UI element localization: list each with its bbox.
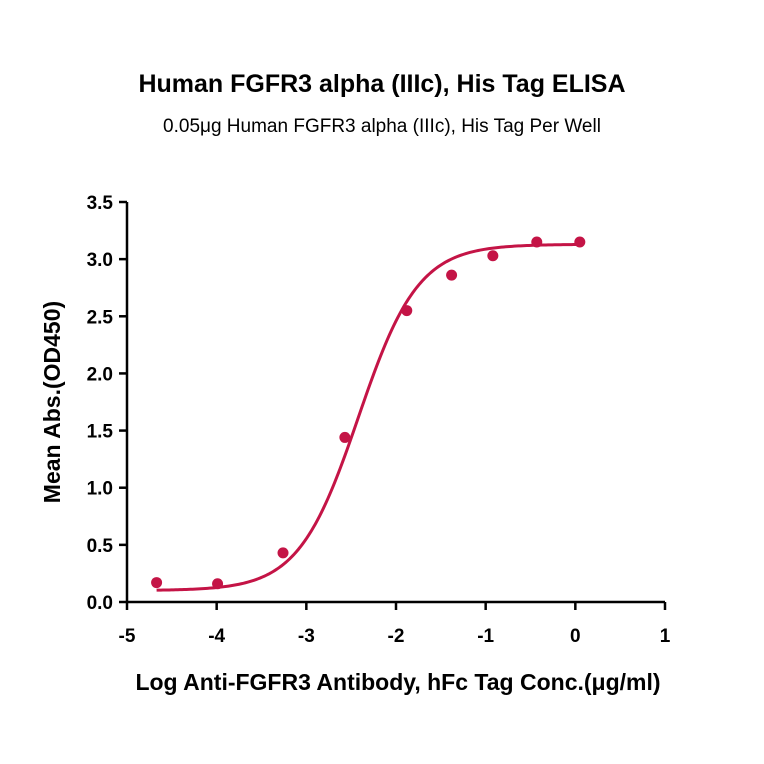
x-axis-label: Log Anti-FGFR3 Antibody, hFc Tag Conc.(μ… [135,669,660,695]
data-point [574,236,586,248]
y-tick-label: 3.5 [87,193,114,214]
data-point [446,269,458,281]
y-tick-label: 3.0 [87,250,113,271]
x-tick-label: 0 [570,626,581,647]
y-tick-label: 0.5 [87,536,114,557]
chart-title: Human FGFR3 alpha (IIIc), His Tag ELISA [138,70,626,98]
x-tick-label: -2 [388,626,405,647]
x-tick-label: 1 [660,626,671,647]
axes: 0.0 0.5 1.0 1.5 2.0 2.5 3.0 3.5 -5 -4 -3 -2 -1 0 1 [87,193,671,647]
data-point [277,547,289,559]
y-tick-label: 2.5 [87,307,114,328]
data-point [212,578,224,590]
fit-curve [156,243,580,592]
data-point [151,577,163,589]
x-tick-label: -1 [477,626,494,647]
y-tick-label: 1.0 [87,479,113,500]
data-points-layer [151,236,586,590]
x-tick-label: -3 [298,626,315,647]
y-tick-label: 2.0 [87,364,113,385]
data-point [339,431,351,443]
y-tick-label: 0.0 [87,593,113,614]
y-axis-label: Mean Abs.(OD450) [39,301,65,503]
data-point [487,250,499,262]
data-point [531,236,543,248]
chart-subtitle: 0.05μg Human FGFR3 alpha (IIIc), His Tag… [163,116,601,137]
data-point [401,305,413,317]
y-tick-label: 1.5 [87,422,114,443]
fit-curve-layer [156,243,580,592]
x-tick-label: -5 [119,626,136,647]
x-tick-label: -4 [208,626,225,647]
